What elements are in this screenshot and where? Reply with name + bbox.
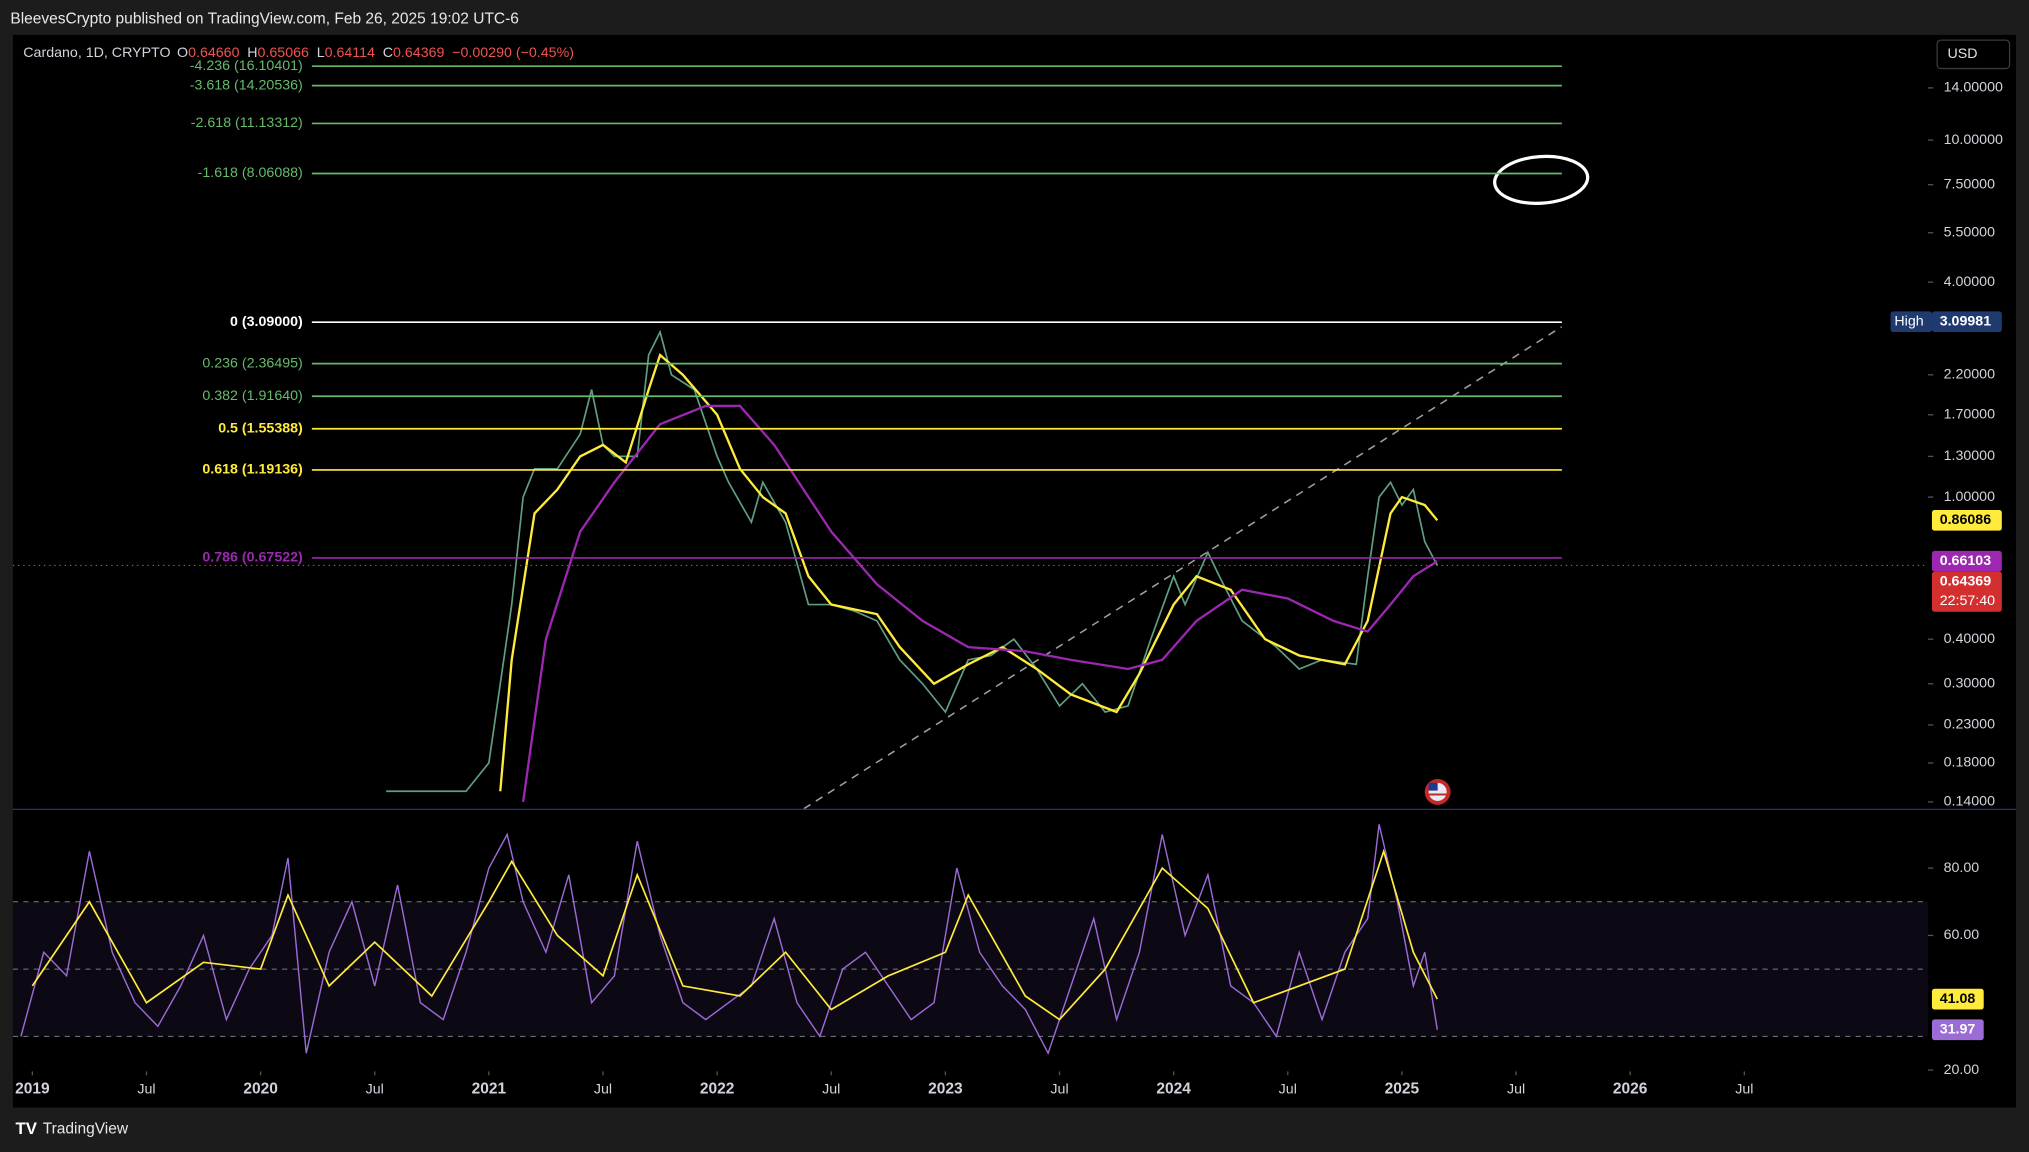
- y-tick-label: 20.00: [1944, 1062, 1980, 1078]
- rsi-line: [20, 824, 1439, 1056]
- high-value-bg: [1931, 311, 2002, 333]
- ohlc-value: 0.65066: [258, 45, 309, 61]
- price-badge-bg: [1931, 571, 2002, 612]
- fib-label: 0.236 (2.36495): [202, 355, 302, 371]
- footer: [0, 1107, 2029, 1152]
- ohlc-value: 0.64114: [325, 45, 375, 61]
- fib-label: -2.618 (11.13312): [191, 115, 303, 131]
- ma-fast-value-bg: [1931, 509, 2002, 531]
- y-tick-label: 0.40000: [1944, 631, 1995, 647]
- y-tick-label: 1.30000: [1944, 448, 1995, 464]
- y-tick-label: 4.00000: [1944, 274, 1995, 290]
- hand-circle: [1493, 154, 1590, 205]
- high-value: 3.09981: [1940, 313, 1991, 329]
- ma-slow-value: 0.66103: [1940, 553, 1991, 569]
- x-tick-label: 2020: [243, 1081, 278, 1098]
- fib-label: 0.5 (1.55388): [218, 421, 303, 437]
- x-tick-label: Jul: [594, 1081, 612, 1097]
- fib-label: 0.618 (1.19136): [202, 462, 303, 478]
- x-tick-label: Jul: [137, 1081, 155, 1097]
- fib-label: 0.786 (0.67522): [202, 550, 303, 566]
- x-tick-label: Jul: [1507, 1081, 1525, 1097]
- x-tick-label: Jul: [1279, 1081, 1297, 1097]
- ohlc-value: 0.64660: [188, 45, 239, 61]
- x-tick-label: 2023: [928, 1081, 963, 1098]
- fib-label: 0 (3.09000): [230, 314, 303, 330]
- footer-brand: TradingView: [43, 1121, 129, 1138]
- fib-label: 0.382 (1.91640): [202, 388, 302, 404]
- x-tick-label: 2024: [1156, 1081, 1191, 1098]
- fib-label: -3.618 (14.20536): [190, 77, 303, 93]
- x-tick-label: Jul: [366, 1081, 384, 1097]
- fib-label: -1.618 (8.06088): [198, 165, 303, 181]
- y-tick-label: 0.30000: [1944, 676, 1995, 692]
- y-tick-label: 0.18000: [1944, 755, 1995, 771]
- currency-button[interactable]: [1936, 39, 2011, 70]
- ohlc-key: L: [317, 45, 325, 61]
- high-tag: High: [1894, 313, 1923, 329]
- x-tick-label: Jul: [822, 1081, 840, 1097]
- currency[interactable]: USD: [1947, 46, 1977, 62]
- y-tick-label: 5.50000: [1944, 225, 1995, 241]
- y-tick-label: 2.20000: [1944, 367, 1995, 383]
- fib-label: -4.236 (16.10401): [190, 58, 303, 74]
- ohlc-key: O: [177, 45, 188, 61]
- x-tick-label: 2022: [700, 1081, 735, 1098]
- rsi-ma-line: [31, 848, 1439, 1021]
- high-tag-bg: [1890, 311, 1932, 333]
- rsi-ma-value: 41.08: [1940, 991, 1976, 1007]
- y-tick-label: 0.23000: [1944, 717, 1995, 733]
- rsi-pane: [12, 812, 1929, 1072]
- y-tick-label: 14.00000: [1944, 80, 2003, 96]
- y-tick-label: 10.00000: [1944, 132, 2003, 148]
- rsi-plot: [12, 824, 1929, 1056]
- y-tick-label: 1.00000: [1944, 489, 1995, 505]
- y-tick-label: 7.50000: [1944, 176, 1995, 192]
- x-tick-label: 2019: [15, 1081, 50, 1098]
- rsi-badge-bg: [1931, 1019, 1984, 1041]
- y-tick-label: 0.14000: [1944, 794, 1995, 810]
- symbol: Cardano, 1D, CRYPTO: [23, 45, 170, 61]
- published-note: BleevesCrypto published on TradingView.c…: [10, 11, 519, 28]
- change: −0.00290 (−0.45%): [452, 45, 574, 61]
- x-tick-label: 2025: [1385, 1081, 1420, 1098]
- y-tick-label: 1.70000: [1944, 407, 1995, 423]
- footer-logo: TV: [16, 1119, 38, 1138]
- x-tick-label: Jul: [1050, 1081, 1068, 1097]
- moving-average: [499, 352, 1439, 792]
- ma-fast-value: 0.86086: [1940, 512, 1991, 528]
- ohlc-key: C: [383, 45, 393, 61]
- price-value: 0.64369: [1940, 574, 1991, 590]
- x-tick-label: Jul: [1735, 1081, 1753, 1097]
- rsi-ma-badge-bg: [1931, 988, 1984, 1010]
- moving-average: [521, 404, 1438, 803]
- ma-slow-value-bg: [1931, 550, 2002, 572]
- y-tick-label: 80.00: [1944, 860, 1980, 876]
- trendline: [803, 326, 1563, 809]
- flag-icon: [1424, 778, 1451, 805]
- legend: Cardano, 1D, CRYPTO O0.64660 H0.65066 L0.64…: [23, 45, 574, 61]
- x-tick-label: 2026: [1613, 1081, 1648, 1098]
- x-tick-label: 2021: [472, 1081, 507, 1098]
- ohlc-key: H: [247, 45, 257, 61]
- rsi-value: 31.97: [1940, 1022, 1976, 1038]
- countdown: 22:57:40: [1940, 593, 1995, 609]
- y-tick-label: 60.00: [1944, 927, 1980, 943]
- ohlc-value: 0.64369: [393, 45, 444, 61]
